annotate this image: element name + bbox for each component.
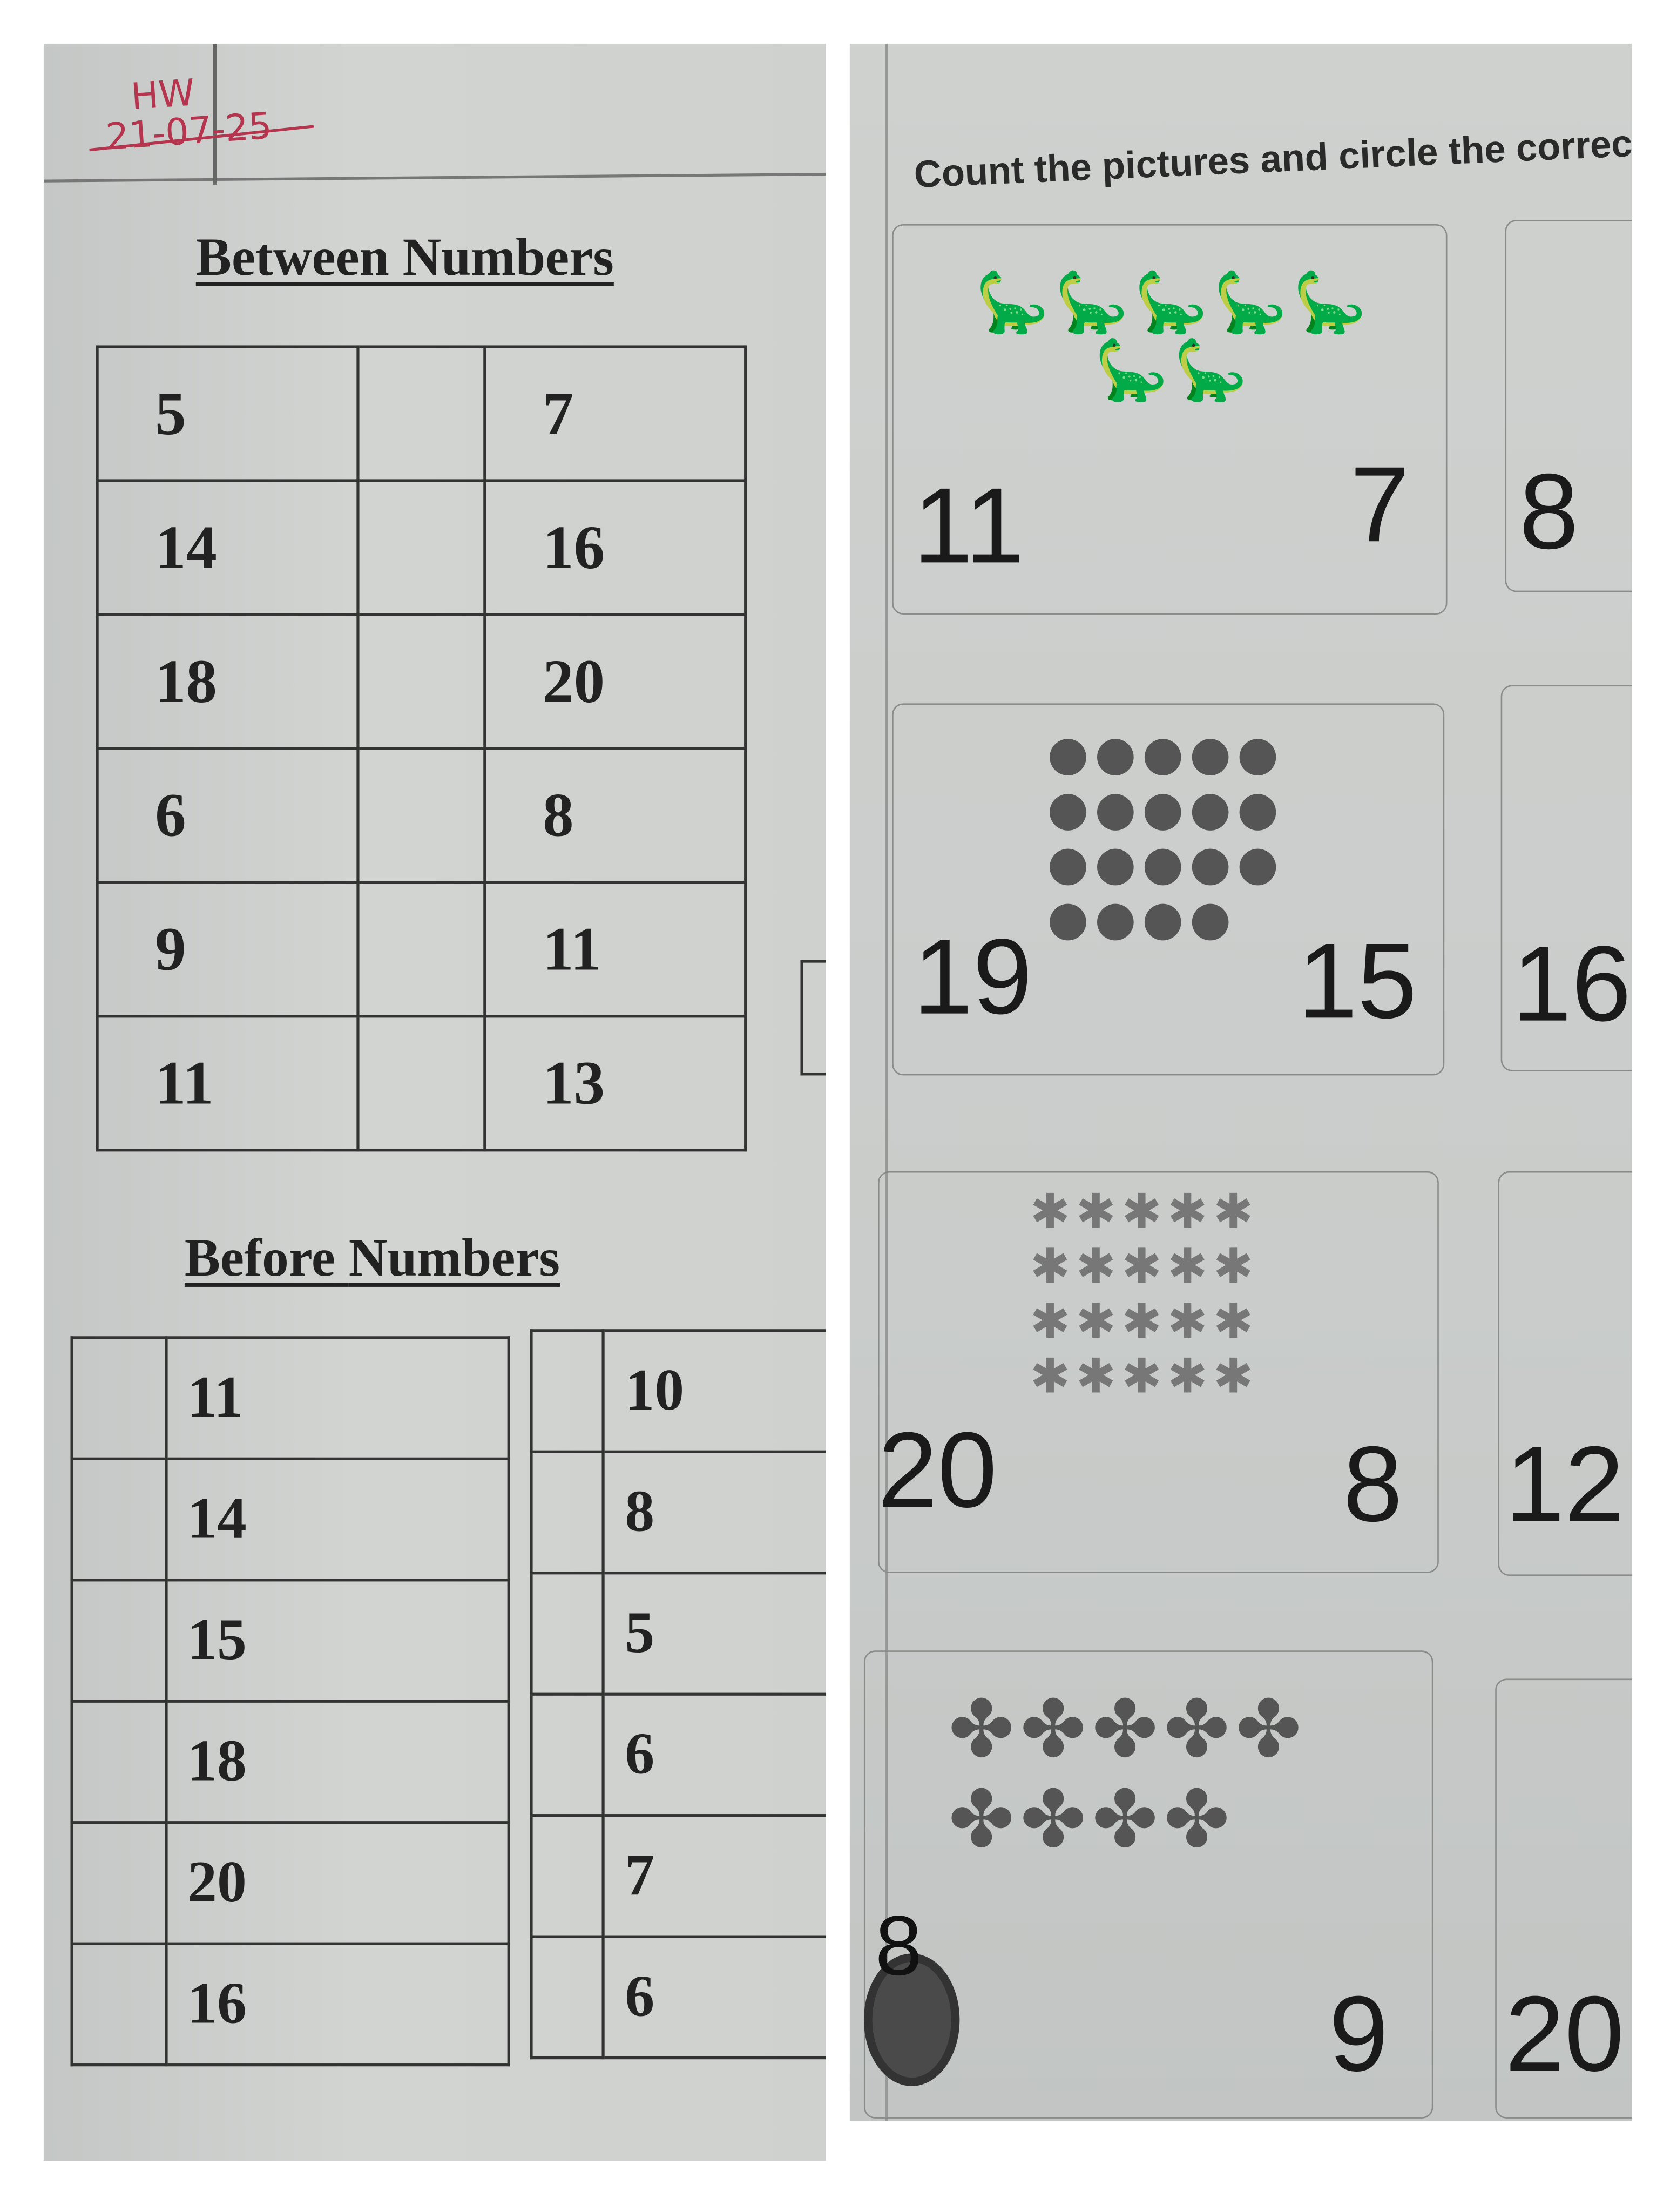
number-cell: 8 <box>602 1450 826 1575</box>
blank-answer-cell[interactable] <box>356 1015 486 1152</box>
blank-answer-cell[interactable] <box>356 479 486 616</box>
option-number-circled[interactable]: 8 <box>875 1898 922 1993</box>
blank-answer-cell[interactable] <box>70 1942 168 2067</box>
table-row: 16 <box>70 1942 510 2067</box>
blank-answer-cell[interactable] <box>530 1935 605 2060</box>
number-cell: 15 <box>165 1579 510 1703</box>
blank-answer-cell[interactable] <box>530 1692 605 1817</box>
option-number[interactable]: 9 <box>1329 1974 1389 2095</box>
left-worksheet-photo: HW 21-07-25 Between Numbers 5 7 14 16 18 20 6 8… <box>43 43 826 2161</box>
count-card-partial <box>1495 1678 1632 2119</box>
dinosaur-icon: 🦕🦕🦕🦕🦕 🦕🦕 <box>975 267 1372 405</box>
number-cell: 7 <box>483 345 747 482</box>
blank-answer-cell[interactable] <box>70 1821 168 1945</box>
option-number[interactable]: 12 <box>1505 1425 1625 1545</box>
option-number[interactable]: 20 <box>878 1411 997 1531</box>
before-numbers-table-b: 10 8 5 6 7 6 <box>530 1329 826 2060</box>
table-row: 9 11 <box>96 881 747 1018</box>
table-row: 14 <box>70 1457 510 1582</box>
table-row: 6 <box>530 1692 826 1817</box>
number-cell: 18 <box>96 613 360 750</box>
blank-answer-cell[interactable] <box>530 1329 605 1453</box>
table-row: 14 16 <box>96 479 747 616</box>
apple-icon: ●●●●● ●●●●● ●●●●● ●●●● <box>1047 726 1284 948</box>
number-cell: 6 <box>602 1935 826 2060</box>
blank-answer-cell[interactable] <box>530 1572 605 1696</box>
count-card-partial <box>1505 220 1632 592</box>
number-cell: 8 <box>483 747 747 884</box>
option-number[interactable]: 11 <box>913 466 1025 586</box>
margin-line <box>213 43 217 185</box>
header-line <box>43 172 826 183</box>
number-cell: 11 <box>483 881 747 1018</box>
margin-line <box>885 43 888 2122</box>
instruction-text: Count the pictures and circle the correc… <box>913 119 1632 196</box>
count-card-dinosaurs <box>892 224 1448 615</box>
bracket-mark <box>800 960 826 1076</box>
before-numbers-table-a: 11 14 15 18 20 16 <box>70 1336 510 2067</box>
table-row: 15 <box>70 1579 510 1703</box>
before-numbers-title: Before Numbers <box>185 1228 560 1290</box>
number-cell: 6 <box>602 1692 826 1817</box>
number-cell: 5 <box>96 345 360 482</box>
between-numbers-title: Between Numbers <box>195 228 614 288</box>
leaf-icon: ✱✱✱✱✱ ✱✱✱✱✱ ✱✱✱✱✱ ✱✱✱✱✱ <box>1030 1184 1259 1406</box>
blank-answer-cell[interactable] <box>356 613 486 750</box>
option-number[interactable]: 8 <box>1519 452 1579 572</box>
number-cell: 13 <box>483 1015 747 1152</box>
table-row: 5 <box>530 1572 826 1696</box>
number-cell: 20 <box>165 1821 510 1945</box>
count-card-leaves <box>878 1171 1439 1573</box>
number-cell: 20 <box>483 613 747 750</box>
number-cell: 9 <box>96 881 360 1018</box>
table-row: 11 <box>70 1336 510 1460</box>
number-cell: 5 <box>602 1572 826 1696</box>
option-number[interactable]: 15 <box>1297 921 1417 1042</box>
butterfly-icon: ✤✤✤✤✤ ✤✤✤✤ <box>948 1684 1308 1867</box>
option-number[interactable]: 19 <box>913 918 1032 1037</box>
table-row: 20 <box>70 1821 510 1945</box>
right-worksheet-photo: Count the pictures and circle the correc… <box>849 43 1632 2122</box>
blank-answer-cell[interactable] <box>70 1700 168 1824</box>
option-number[interactable]: 7 <box>1350 445 1410 565</box>
table-row: 8 <box>530 1450 826 1575</box>
number-cell: 14 <box>96 479 360 616</box>
blank-answer-cell[interactable] <box>70 1336 168 1460</box>
number-cell: 16 <box>165 1942 510 2067</box>
blank-answer-cell[interactable] <box>356 345 486 482</box>
number-cell: 6 <box>96 747 360 884</box>
blank-answer-cell[interactable] <box>356 881 486 1018</box>
blank-answer-cell[interactable] <box>70 1457 168 1582</box>
between-numbers-table: 5 7 14 16 18 20 6 8 9 11 11 13 <box>96 345 747 1152</box>
hw-date: 21-07-25 <box>104 105 274 160</box>
count-card-partial <box>1498 1171 1632 1576</box>
blank-answer-cell[interactable] <box>530 1450 605 1575</box>
table-row: 18 20 <box>96 613 747 750</box>
option-number[interactable]: 8 <box>1343 1425 1403 1545</box>
count-card-apples <box>892 703 1445 1076</box>
number-cell: 10 <box>602 1329 826 1453</box>
number-cell: 7 <box>602 1814 826 1938</box>
number-cell: 11 <box>96 1015 360 1152</box>
number-cell: 11 <box>165 1336 510 1460</box>
number-cell: 16 <box>483 479 747 616</box>
count-card-butterflies <box>863 1650 1433 2119</box>
table-row: 6 <box>530 1935 826 2060</box>
option-number[interactable]: 20 <box>1505 1974 1625 2095</box>
count-card-partial <box>1500 685 1632 1071</box>
table-row: 11 13 <box>96 1015 747 1152</box>
title-word: Numbers <box>348 1229 560 1289</box>
table-row: 10 <box>530 1329 826 1453</box>
blank-answer-cell[interactable] <box>530 1814 605 1938</box>
title-word: Before <box>184 1229 335 1289</box>
blank-answer-cell[interactable] <box>356 747 486 884</box>
number-cell: 14 <box>165 1457 510 1582</box>
blank-answer-cell[interactable] <box>70 1579 168 1703</box>
option-number[interactable]: 16 <box>1512 925 1632 1045</box>
table-row: 7 <box>530 1814 826 1938</box>
number-cell: 18 <box>165 1700 510 1824</box>
table-row: 18 <box>70 1700 510 1824</box>
